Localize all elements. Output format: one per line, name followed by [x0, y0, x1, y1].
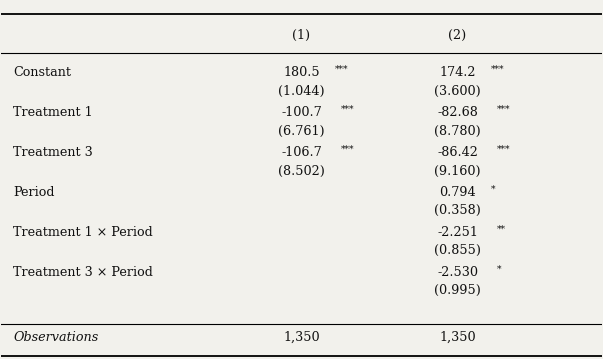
- Text: -2.530: -2.530: [437, 266, 478, 279]
- Text: (9.160): (9.160): [434, 164, 481, 177]
- Text: (8.780): (8.780): [434, 125, 481, 137]
- Text: ***: ***: [497, 145, 510, 154]
- Text: *: *: [491, 185, 496, 194]
- Text: (6.761): (6.761): [278, 125, 325, 137]
- Text: 180.5: 180.5: [283, 66, 320, 79]
- Text: Constant: Constant: [13, 66, 71, 79]
- Text: 174.2: 174.2: [440, 66, 476, 79]
- Text: *: *: [497, 265, 501, 274]
- Text: Treatment 3 × Period: Treatment 3 × Period: [13, 266, 153, 279]
- Text: 1,350: 1,350: [283, 331, 320, 344]
- Text: 0.794: 0.794: [439, 186, 476, 199]
- Text: -100.7: -100.7: [281, 106, 322, 119]
- Text: **: **: [497, 225, 506, 234]
- Text: (2): (2): [449, 29, 467, 42]
- Text: -2.251: -2.251: [437, 226, 478, 239]
- Text: -86.42: -86.42: [437, 146, 478, 159]
- Text: (0.855): (0.855): [434, 244, 481, 257]
- Text: (1.044): (1.044): [278, 85, 325, 98]
- Text: -82.68: -82.68: [437, 106, 478, 119]
- Text: (8.502): (8.502): [278, 164, 325, 177]
- Text: 1,350: 1,350: [439, 331, 476, 344]
- Text: ***: ***: [497, 105, 510, 114]
- Text: ***: ***: [341, 105, 354, 114]
- Text: Treatment 3: Treatment 3: [13, 146, 93, 159]
- Text: ***: ***: [335, 65, 349, 74]
- Text: (0.995): (0.995): [434, 284, 481, 297]
- Text: Treatment 1 × Period: Treatment 1 × Period: [13, 226, 153, 239]
- Text: (1): (1): [292, 29, 311, 42]
- Text: Observations: Observations: [13, 331, 99, 344]
- Text: ***: ***: [341, 145, 354, 154]
- Text: Treatment 1: Treatment 1: [13, 106, 93, 119]
- Text: ***: ***: [491, 65, 504, 74]
- Text: (3.600): (3.600): [434, 85, 481, 98]
- Text: Period: Period: [13, 186, 55, 199]
- Text: (0.358): (0.358): [434, 204, 481, 218]
- Text: -106.7: -106.7: [281, 146, 322, 159]
